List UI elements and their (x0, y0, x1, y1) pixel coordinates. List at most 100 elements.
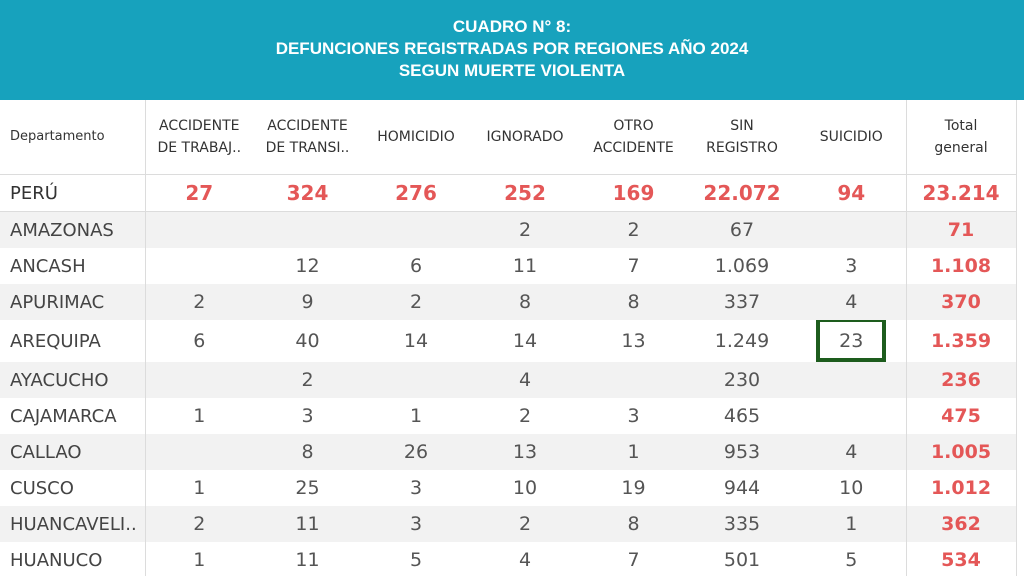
cell-accidente-transito: 12 (295, 255, 320, 277)
cell-suicidio (797, 211, 906, 248)
cell-accidente-trabajo (145, 362, 253, 398)
cell-accidente-trabajo: 1 (193, 549, 206, 571)
cell-accidente-transito: 11 (295, 549, 320, 571)
table-row: HUANUCO 1 11 5 4 7 501 5 534 (0, 542, 1017, 576)
col-header-label-line: DE TRANSI.. (265, 140, 350, 156)
cell-suicidio: 94 (797, 174, 906, 212)
cell-homicidio: 3 (362, 506, 470, 542)
col-header-ignorado[interactable]: IGNORADO (470, 100, 580, 175)
cell-ignorado: 252 (470, 174, 580, 212)
cell-total-general: 362 (905, 506, 1017, 542)
col-header-sin-registro[interactable]: SIN REGISTRO (687, 100, 797, 175)
cell-total-general: 23.214 (905, 174, 1017, 212)
col-header-departamento-label: Departamento (10, 129, 105, 144)
cell-suicidio: 10 (839, 477, 864, 499)
cell-sin-registro: 501 (723, 549, 761, 571)
cell-accidente-transito: 11 (253, 506, 362, 542)
cell-homicidio: 1 (409, 405, 423, 427)
cell-accidente-transito: 3 (301, 405, 314, 427)
col-header-homicidio[interactable]: HOMICIDIO (362, 100, 470, 175)
cell-homicidio: 276 (362, 174, 470, 212)
cell-suicidio: 4 (797, 434, 906, 470)
cell-homicidio: 3 (409, 477, 423, 499)
table-row: AMAZONAS 2 2 67 71 (0, 211, 1017, 248)
table-row: APURIMAC 2 9 2 8 8 337 4 370 (0, 284, 1017, 320)
header-row: Departamento ACCIDENTE DE TRABAJ.. ACCID… (0, 100, 1017, 175)
col-header-suicidio[interactable]: SUICIDIO (797, 100, 906, 175)
cell-accidente-transito: 8 (253, 434, 362, 470)
cell-ignorado: 13 (470, 434, 580, 470)
col-header-total-general[interactable]: Total general (905, 100, 1017, 175)
cell-homicidio: 26 (362, 434, 470, 470)
deaths-table: Departamento ACCIDENTE DE TRABAJ.. ACCID… (0, 100, 1017, 576)
cell-sin-registro: 1.249 (714, 330, 770, 352)
col-header-otro-accidente[interactable]: OTRO ACCIDENTE (580, 100, 687, 175)
cell-departamento: CALLAO (0, 434, 146, 470)
cell-ignorado: 11 (512, 255, 538, 277)
col-header-label-line: SIN (730, 118, 754, 134)
cell-homicidio (362, 211, 470, 248)
cell-total-general: 1.012 (905, 470, 1017, 506)
table-row: AREQUIPA 6 40 14 14 13 1.249 23 1.359 (0, 320, 1017, 362)
cell-suicidio-highlighted: 23 (797, 320, 906, 362)
cell-otro-accidente: 13 (621, 330, 646, 352)
cell-total-general: 71 (905, 211, 1017, 248)
col-header-label-line: IGNORADO (486, 129, 564, 145)
cell-otro-accidente (580, 362, 687, 398)
table-row: CUSCO 1 25 3 10 19 944 10 1.012 (0, 470, 1017, 506)
table-row-peru-total: PERÚ 27 324 276 252 169 22.072 94 23.214 (0, 174, 1017, 212)
cell-otro-accidente: 8 (580, 284, 687, 320)
cell-sin-registro: 230 (687, 362, 797, 398)
col-header-label-line: ACCIDENTE (158, 118, 240, 134)
cell-accidente-trabajo: 2 (145, 284, 253, 320)
cell-sin-registro: 337 (687, 284, 797, 320)
cell-departamento: APURIMAC (0, 284, 146, 320)
cell-sin-registro: 953 (687, 434, 797, 470)
cell-accidente-trabajo: 1 (193, 477, 206, 499)
cell-total-general: 236 (905, 362, 1017, 398)
cell-ignorado: 4 (470, 362, 580, 398)
cell-suicidio (797, 362, 906, 398)
col-header-label-line: HOMICIDIO (377, 129, 455, 145)
cell-suicidio: 4 (797, 284, 906, 320)
table-title-banner: CUADRO N° 8: DEFUNCIONES REGISTRADAS POR… (0, 0, 1024, 100)
cell-ignorado: 2 (470, 211, 580, 248)
cell-otro-accidente: 3 (627, 405, 640, 427)
col-header-accidente-trabajo[interactable]: ACCIDENTE DE TRABAJ.. (145, 100, 253, 175)
cell-ignorado: 4 (518, 549, 532, 571)
col-header-label-line: ACCIDENTE (267, 118, 348, 134)
cell-otro-accidente: 2 (580, 211, 687, 248)
cell-sin-registro: 67 (687, 211, 797, 248)
cell-departamento: CUSCO (0, 470, 146, 506)
cell-accidente-transito: 25 (295, 477, 320, 499)
cell-total-general: 1.359 (905, 320, 1017, 362)
cell-accidente-trabajo: 6 (193, 330, 206, 352)
cell-departamento: CAJAMARCA (0, 398, 146, 434)
col-header-label-line: ACCIDENTE (593, 140, 674, 156)
cell-total-general: 1.108 (905, 248, 1017, 284)
cell-accidente-trabajo (145, 434, 253, 470)
table-row: AYACUCHO 2 4 230 236 (0, 362, 1017, 398)
col-header-label-line: general (934, 140, 988, 156)
cell-total-general: 1.005 (905, 434, 1017, 470)
table-row: CAJAMARCA 1 3 1 2 3 465 475 (0, 398, 1017, 434)
cell-accidente-transito: 9 (253, 284, 362, 320)
col-header-accidente-transito[interactable]: ACCIDENTE DE TRANSI.. (253, 100, 362, 175)
cell-sin-registro: 944 (723, 477, 761, 499)
cell-suicidio: 1 (797, 506, 906, 542)
cell-ignorado: 14 (512, 330, 538, 352)
col-header-label-line: SUICIDIO (819, 129, 883, 145)
col-header-departamento[interactable]: Departamento (0, 100, 146, 175)
col-header-label-line: OTRO (613, 118, 654, 134)
cell-otro-accidente: 169 (580, 174, 687, 212)
cell-departamento: AYACUCHO (0, 362, 146, 398)
cell-accidente-transito: 324 (253, 174, 362, 212)
cell-departamento: HUANUCO (0, 542, 146, 576)
col-header-label-line: DE TRABAJ.. (157, 140, 242, 156)
cell-accidente-trabajo (145, 248, 253, 284)
cell-departamento: PERÚ (0, 174, 146, 212)
cell-sin-registro: 465 (723, 405, 761, 427)
cell-homicidio: 6 (409, 255, 423, 277)
cell-sin-registro: 1.069 (714, 255, 770, 277)
data-table-container: Departamento ACCIDENTE DE TRABAJ.. ACCID… (0, 100, 1024, 576)
